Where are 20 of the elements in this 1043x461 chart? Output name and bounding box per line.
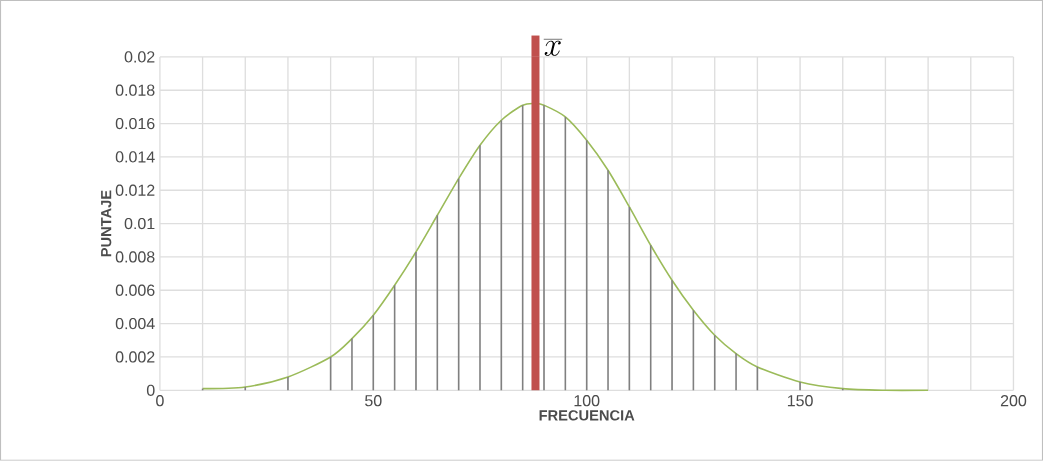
y-tick-label: 0.018 <box>115 84 155 96</box>
y-tick-label: 0.01 <box>124 218 155 230</box>
y-tick-label: 0 <box>146 384 155 397</box>
ref-line-label: $\overline{x}$ <box>543 39 563 56</box>
y-tick-label: 0.006 <box>115 284 155 296</box>
x-tick-label: 150 <box>787 395 813 407</box>
y-tick-label: 0.012 <box>115 184 155 196</box>
x-tick-label: 0 <box>156 395 164 407</box>
y-tick-label: 0.016 <box>115 117 155 130</box>
x-tick-label: 200 <box>1000 395 1027 407</box>
y-tick-label: 0.004 <box>115 318 155 330</box>
y-tick-label: 0.008 <box>115 251 155 263</box>
y-tick-label: 0.02 <box>124 51 155 63</box>
y-tick-label: 0.002 <box>115 351 155 363</box>
x-tick-label: 50 <box>365 395 382 407</box>
line-series <box>201 102 929 392</box>
y-tick-label: 0.014 <box>115 151 155 163</box>
x-axis-title: FRECUENCIA <box>539 410 635 421</box>
x-tick-label: 100 <box>574 395 600 407</box>
y-axis-title: PUNTAJE <box>101 190 112 257</box>
